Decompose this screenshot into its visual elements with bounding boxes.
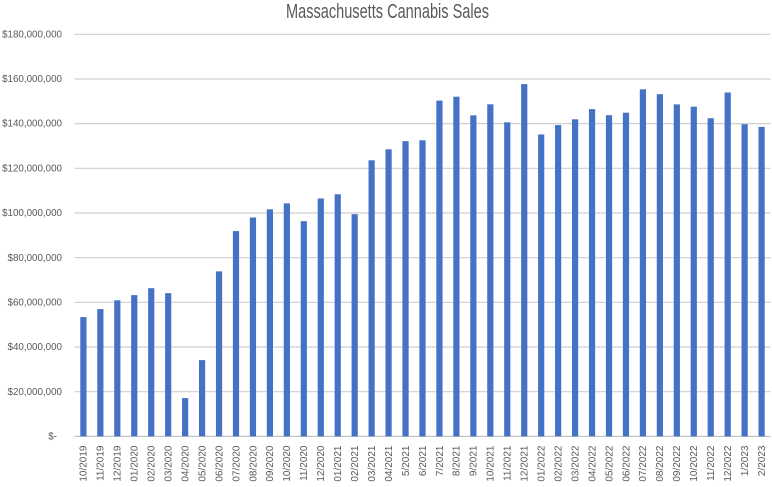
svg-text:02/2020: 02/2020: [147, 445, 158, 482]
svg-text:6/2021: 6/2021: [418, 445, 429, 476]
svg-text:11/2022: 11/2022: [706, 445, 717, 481]
svg-text:03/2022: 03/2022: [570, 445, 581, 482]
svg-text:11/2021: 11/2021: [503, 445, 514, 481]
svg-text:05/2020: 05/2020: [197, 445, 208, 482]
svg-text:10/2019: 10/2019: [79, 445, 90, 482]
svg-text:03/2021: 03/2021: [367, 445, 378, 482]
svg-text:$20,000,000: $20,000,000: [8, 387, 63, 398]
svg-text:Massachusetts Cannabis Sales: Massachusetts Cannabis Sales: [286, 1, 489, 23]
svg-text:$140,000,000: $140,000,000: [2, 119, 62, 130]
svg-text:$-: $-: [48, 432, 57, 443]
svg-text:8/2021: 8/2021: [452, 445, 463, 476]
svg-text:2/2023: 2/2023: [757, 445, 768, 476]
svg-text:$120,000,000: $120,000,000: [2, 163, 62, 174]
svg-text:9/2021: 9/2021: [469, 445, 480, 476]
svg-text:03/2020: 03/2020: [163, 445, 174, 482]
svg-text:08/2020: 08/2020: [248, 445, 259, 482]
svg-text:04/2022: 04/2022: [587, 445, 598, 482]
svg-text:10/2022: 10/2022: [689, 445, 700, 482]
svg-text:10/2021: 10/2021: [486, 445, 497, 482]
svg-text:01/2022: 01/2022: [536, 445, 547, 482]
svg-text:06/2020: 06/2020: [214, 445, 225, 482]
svg-text:09/2020: 09/2020: [265, 445, 276, 482]
svg-text:$60,000,000: $60,000,000: [8, 297, 63, 308]
svg-text:1/2023: 1/2023: [740, 445, 751, 476]
svg-text:11/2019: 11/2019: [96, 445, 107, 481]
svg-text:04/2021: 04/2021: [384, 445, 395, 482]
svg-text:04/2020: 04/2020: [180, 445, 191, 482]
svg-text:12/2019: 12/2019: [113, 445, 124, 482]
svg-text:$80,000,000: $80,000,000: [8, 253, 63, 264]
svg-text:12/2021: 12/2021: [520, 445, 531, 482]
svg-text:$40,000,000: $40,000,000: [8, 342, 63, 353]
svg-text:$180,000,000: $180,000,000: [2, 29, 62, 40]
svg-text:$160,000,000: $160,000,000: [2, 74, 62, 85]
svg-text:02/2021: 02/2021: [350, 445, 361, 482]
svg-text:7/2021: 7/2021: [435, 445, 446, 476]
svg-text:06/2022: 06/2022: [621, 445, 632, 482]
svg-text:02/2022: 02/2022: [553, 445, 564, 482]
svg-text:11/2020: 11/2020: [299, 445, 310, 481]
svg-text:5/2021: 5/2021: [401, 445, 412, 476]
svg-text:05/2022: 05/2022: [604, 445, 615, 482]
svg-text:09/2022: 09/2022: [672, 445, 683, 482]
svg-text:12/2020: 12/2020: [316, 445, 327, 482]
svg-text:07/2022: 07/2022: [638, 445, 649, 482]
svg-text:01/2021: 01/2021: [333, 445, 344, 482]
svg-text:01/2020: 01/2020: [130, 445, 141, 482]
svg-text:12/2022: 12/2022: [723, 445, 734, 482]
svg-text:10/2020: 10/2020: [282, 445, 293, 482]
svg-text:$100,000,000: $100,000,000: [2, 208, 62, 219]
svg-text:07/2020: 07/2020: [231, 445, 242, 482]
svg-text:08/2022: 08/2022: [655, 445, 666, 482]
